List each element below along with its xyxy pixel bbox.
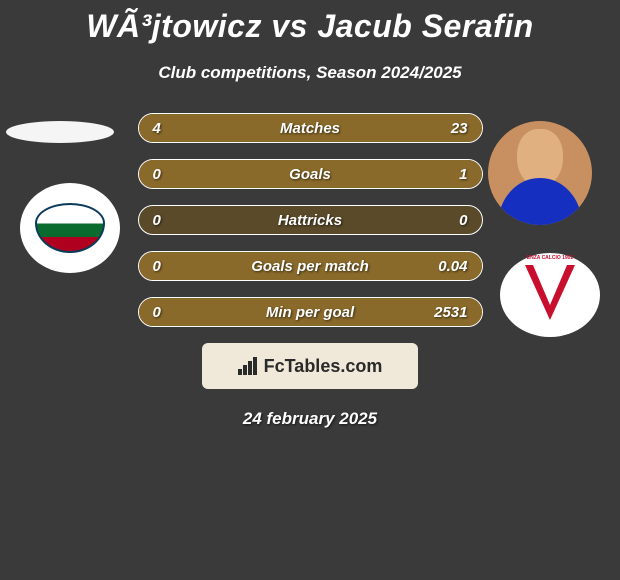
shield-icon (35, 203, 105, 253)
player-right-photo (488, 121, 592, 225)
comparison-subtitle: Club competitions, Season 2024/2025 (0, 63, 620, 83)
stat-label: Matches (280, 120, 340, 137)
stat-value-left: 0 (153, 166, 161, 183)
fctables-logo-text: FcTables.com (264, 356, 383, 377)
comparison-main: ENZA CALCIO 1902 4 23 Matches 0 1 Goals 0 0 Hatt… (0, 113, 620, 429)
stat-value-right: 0 (459, 212, 467, 229)
stats-bars: 4 23 Matches 0 1 Goals 0 0 Hattricks 0 0.04 Goals p… (138, 113, 483, 327)
stat-value-left: 0 (153, 304, 161, 321)
stat-bar: 0 1 Goals (138, 159, 483, 189)
stat-value-right: 2531 (434, 304, 467, 321)
stat-bar: 4 23 Matches (138, 113, 483, 143)
v-logo-icon (525, 265, 575, 325)
stat-fill-left (139, 114, 190, 142)
stat-label: Min per goal (266, 304, 354, 321)
fctables-logo: FcTables.com (202, 343, 418, 389)
stat-bar: 0 0.04 Goals per match (138, 251, 483, 281)
stat-label: Goals per match (251, 258, 369, 275)
stat-label: Goals (289, 166, 331, 183)
stat-value-right: 23 (451, 120, 468, 137)
stat-label: Hattricks (278, 212, 342, 229)
club-logo-text: ENZA CALCIO 1902 (527, 255, 574, 261)
bar-chart-icon (238, 357, 258, 375)
comparison-title: WÃ³jtowicz vs Jacub Serafin (0, 0, 620, 45)
stat-value-left: 4 (153, 120, 161, 137)
player-left-club-logo (20, 183, 120, 273)
stat-value-right: 0.04 (438, 258, 467, 275)
player-left-photo-placeholder (6, 121, 114, 143)
stat-value-right: 1 (459, 166, 467, 183)
comparison-date: 24 february 2025 (0, 409, 620, 429)
player-right-club-logo: ENZA CALCIO 1902 (500, 253, 600, 337)
stat-value-left: 0 (153, 212, 161, 229)
stat-value-left: 0 (153, 258, 161, 275)
stat-bar: 0 0 Hattricks (138, 205, 483, 235)
stat-bar: 0 2531 Min per goal (138, 297, 483, 327)
